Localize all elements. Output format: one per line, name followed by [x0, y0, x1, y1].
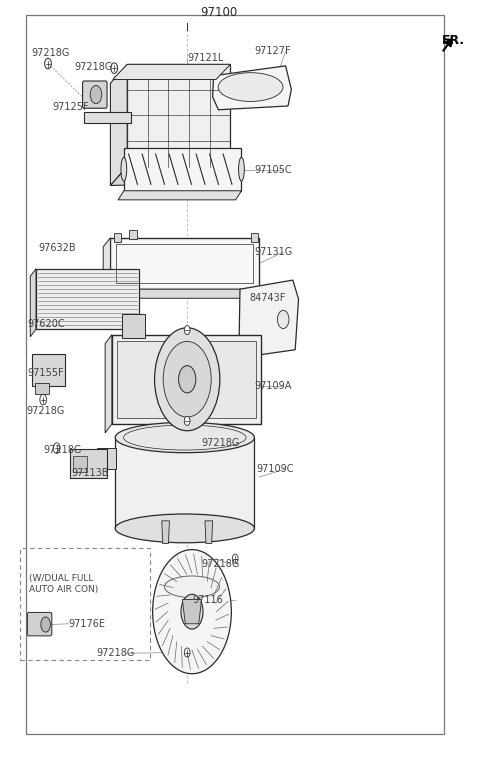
Bar: [116, 244, 253, 283]
Polygon shape: [30, 269, 36, 337]
Ellipse shape: [165, 576, 219, 598]
Polygon shape: [103, 289, 259, 298]
Text: 97113B: 97113B: [71, 468, 108, 478]
Bar: [97, 448, 116, 469]
Circle shape: [153, 550, 231, 674]
Text: 97218G: 97218G: [26, 406, 65, 416]
Circle shape: [232, 554, 238, 563]
Ellipse shape: [115, 514, 254, 543]
Circle shape: [40, 394, 47, 405]
Bar: [114, 233, 121, 242]
Text: 97176E: 97176E: [69, 618, 106, 629]
Polygon shape: [205, 521, 213, 544]
Circle shape: [184, 416, 190, 425]
Bar: [110, 238, 259, 289]
Circle shape: [277, 310, 289, 329]
FancyBboxPatch shape: [70, 449, 107, 478]
Circle shape: [163, 341, 211, 417]
Polygon shape: [110, 64, 127, 185]
Polygon shape: [105, 335, 112, 433]
Bar: [129, 230, 136, 239]
Circle shape: [53, 443, 60, 453]
Polygon shape: [162, 521, 169, 544]
Text: 97125F: 97125F: [53, 102, 89, 113]
Text: 97105C: 97105C: [254, 165, 292, 176]
Bar: [115, 438, 254, 528]
Text: 97218G: 97218G: [74, 61, 113, 72]
Circle shape: [111, 63, 118, 73]
Text: 97218G: 97218G: [43, 445, 82, 456]
Bar: [117, 341, 256, 418]
Polygon shape: [113, 64, 230, 79]
Ellipse shape: [218, 73, 283, 101]
Text: 97127F: 97127F: [254, 46, 291, 57]
Polygon shape: [84, 112, 131, 123]
Bar: [73, 456, 87, 472]
Circle shape: [184, 648, 190, 657]
Text: 97155F: 97155F: [28, 368, 64, 378]
Text: 97620C: 97620C: [28, 319, 65, 329]
Bar: [35, 383, 49, 394]
Bar: [20, 548, 150, 660]
Text: 97109C: 97109C: [257, 464, 294, 475]
Text: 97218G: 97218G: [31, 48, 70, 58]
FancyBboxPatch shape: [27, 612, 52, 636]
Bar: [124, 148, 241, 191]
Bar: [36, 269, 139, 329]
Text: 97632B: 97632B: [38, 243, 76, 254]
Text: 97131G: 97131G: [254, 247, 293, 257]
Circle shape: [181, 594, 203, 629]
Bar: [251, 233, 258, 242]
Text: (W/DUAL FULL
AUTO AIR CON): (W/DUAL FULL AUTO AIR CON): [29, 575, 98, 594]
Polygon shape: [118, 191, 241, 200]
Text: FR.: FR.: [442, 33, 465, 47]
FancyBboxPatch shape: [32, 354, 65, 386]
Text: 97100: 97100: [200, 6, 237, 19]
Text: 84743F: 84743F: [250, 292, 286, 303]
FancyBboxPatch shape: [83, 81, 107, 108]
Bar: [127, 64, 230, 167]
Bar: [122, 314, 145, 338]
Polygon shape: [213, 66, 291, 110]
Ellipse shape: [239, 157, 244, 181]
Text: 97218G: 97218G: [202, 438, 240, 448]
Bar: [26, 15, 444, 734]
Polygon shape: [239, 280, 299, 357]
Text: 97109A: 97109A: [254, 381, 292, 391]
Circle shape: [184, 326, 190, 335]
Circle shape: [45, 58, 51, 69]
Text: 97121L: 97121L: [187, 52, 224, 63]
Text: 97116: 97116: [192, 594, 223, 605]
Ellipse shape: [115, 422, 254, 453]
Bar: [112, 335, 261, 424]
Circle shape: [90, 86, 102, 104]
Polygon shape: [110, 167, 230, 185]
Circle shape: [179, 366, 196, 393]
Circle shape: [155, 328, 220, 431]
Ellipse shape: [121, 157, 127, 181]
Polygon shape: [182, 600, 202, 624]
Polygon shape: [103, 238, 110, 298]
Text: 97218G: 97218G: [96, 648, 134, 659]
Text: 97218G: 97218G: [202, 559, 240, 569]
Circle shape: [41, 617, 50, 632]
